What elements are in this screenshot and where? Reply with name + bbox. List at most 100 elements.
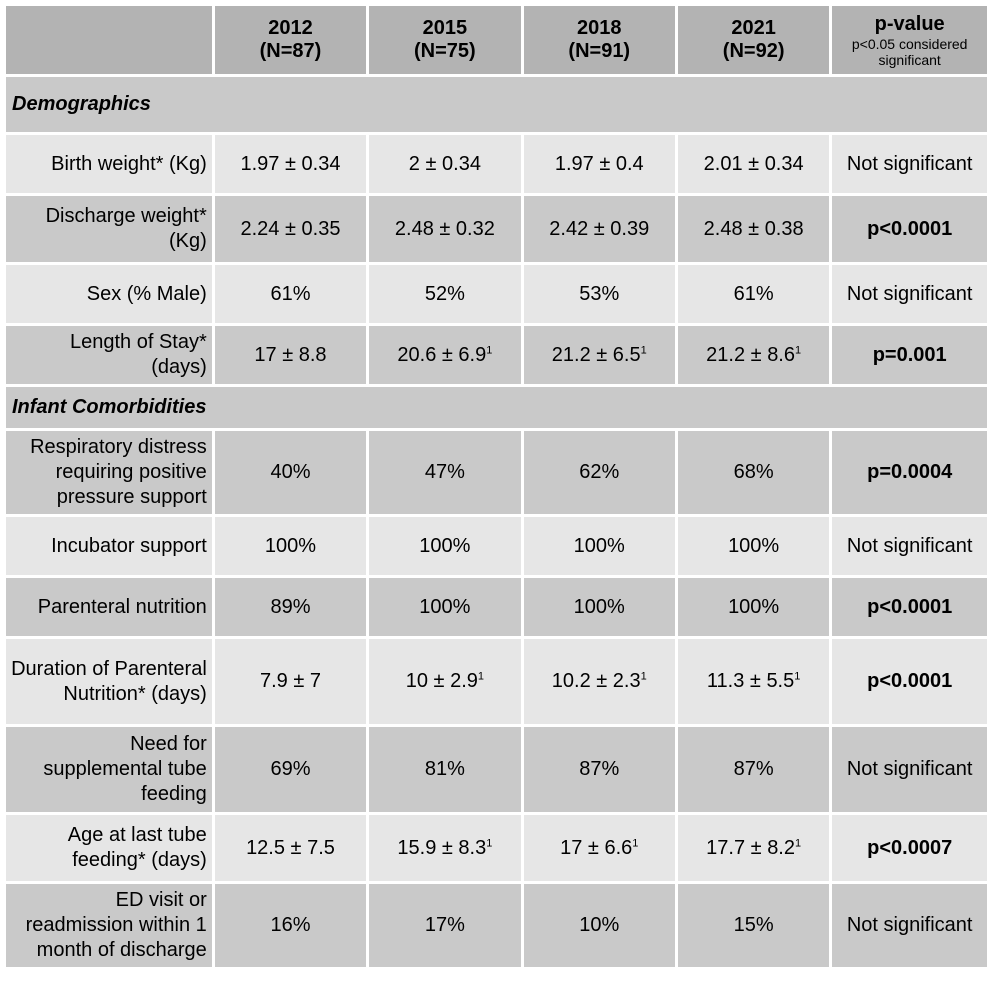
value-cell: 61% xyxy=(677,265,830,323)
header-2021: 2021 (N=92) xyxy=(677,6,830,74)
value-cell: 16% xyxy=(214,884,367,967)
value-text: 12.5 ± 7.5 xyxy=(246,836,335,859)
table-row: Parenteral nutrition 89% 100% 100% 100% p<0.0… xyxy=(6,578,987,636)
value-cell: 10% xyxy=(523,884,675,967)
footnote-marker: 1 xyxy=(632,836,639,849)
value-cell: 1.97 ± 0.34 xyxy=(214,135,367,193)
value-text: 100% xyxy=(419,595,471,618)
value-cell: 17% xyxy=(369,884,521,967)
table-row: Duration of Parenteral Nutrition* (days)… xyxy=(6,639,987,724)
header-empty-cell xyxy=(6,6,212,74)
section-comorbidities: Infant Comorbidities xyxy=(6,387,987,428)
footnote-marker: 1 xyxy=(640,670,647,683)
value-text: 15% xyxy=(733,914,774,936)
value-text: 10% xyxy=(579,914,620,936)
value-text: 100% xyxy=(728,595,780,618)
table-row: Sex (% Male) 61% 52% 53% 61% Not significant xyxy=(6,265,987,323)
value-cell: 40% xyxy=(214,431,367,514)
value-cell: 2.24 ± 0.35 xyxy=(214,196,367,262)
table-row: Incubator support 100% 100% 100% 100% Not sig… xyxy=(6,517,987,575)
pvalue-cell: Not significant xyxy=(832,265,987,323)
value-cell: 12.5 ± 7.5 xyxy=(214,815,367,881)
value-cell: 87% xyxy=(523,727,675,812)
value-text: 40% xyxy=(270,461,311,483)
footnote-marker: 1 xyxy=(486,836,493,849)
value-cell: 62% xyxy=(523,431,675,514)
row-label: Duration of Parenteral Nutrition* (days) xyxy=(6,639,212,724)
header-2012: 2012 (N=87) xyxy=(214,6,367,74)
row-label: ED visit or readmission within 1 month o… xyxy=(6,884,212,967)
row-label: Parenteral nutrition xyxy=(6,578,212,636)
row-label: Discharge weight* (Kg) xyxy=(6,196,212,262)
value-cell: 15% xyxy=(677,884,830,967)
value-cell: 20.6 ± 6.91 xyxy=(369,326,521,384)
value-cell: 81% xyxy=(369,727,521,812)
row-label: Age at last tube feeding* (days) xyxy=(6,815,212,881)
header-pvalue: p-value p<0.05 considered significant xyxy=(832,6,987,74)
value-cell: 100% xyxy=(523,517,675,575)
row-label: Sex (% Male) xyxy=(6,265,212,323)
value-cell: 89% xyxy=(214,578,367,636)
value-text: 81% xyxy=(424,758,465,780)
pvalue-cell: Not significant xyxy=(832,517,987,575)
value-text: 17.7 ± 8.2 xyxy=(706,836,795,859)
footnote-marker: 1 xyxy=(794,670,801,683)
value-cell: 100% xyxy=(523,578,675,636)
value-cell: 100% xyxy=(677,517,830,575)
value-text: 61% xyxy=(270,282,311,305)
table-row: Length of Stay* (days) 17 ± 8.8 20.6 ± 6.9… xyxy=(6,326,987,384)
header-2015: 2015 (N=75) xyxy=(369,6,521,74)
pvalue-cell: Not significant xyxy=(832,727,987,812)
value-text: 17 ± 8.8 xyxy=(254,343,327,366)
footnote-marker: 1 xyxy=(640,343,647,356)
value-text: 2 ± 0.34 xyxy=(408,152,481,175)
value-cell: 7.9 ± 7 xyxy=(214,639,367,724)
value-cell: 2.48 ± 0.38 xyxy=(677,196,830,262)
value-text: 2.48 ± 0.32 xyxy=(394,217,495,240)
row-label: Incubator support xyxy=(6,517,212,575)
pvalue-cell: p<0.0007 xyxy=(832,815,987,881)
value-text: 87% xyxy=(733,758,774,780)
value-cell: 100% xyxy=(369,517,521,575)
value-text: 1.97 ± 0.34 xyxy=(240,152,341,175)
value-text: 61% xyxy=(733,282,774,305)
pvalue-cell: p=0.0004 xyxy=(832,431,987,514)
value-text: 62% xyxy=(579,461,620,483)
value-text: 53% xyxy=(579,282,620,305)
value-text: 2.01 ± 0.34 xyxy=(703,152,804,175)
value-cell: 87% xyxy=(677,727,830,812)
value-text: 11.3 ± 5.5 xyxy=(706,670,795,692)
table-row: Age at last tube feeding* (days) 12.5 ± 7… xyxy=(6,815,987,881)
value-cell: 100% xyxy=(677,578,830,636)
table-row: Discharge weight* (Kg) 2.24 ± 0.35 2.48 ± … xyxy=(6,196,987,262)
value-text: 2.48 ± 0.38 xyxy=(703,217,804,240)
row-label: Birth weight* (Kg) xyxy=(6,135,212,193)
table-row: ED visit or readmission within 1 month o… xyxy=(6,884,987,967)
value-cell: 10 ± 2.91 xyxy=(369,639,521,724)
footnote-marker: 1 xyxy=(795,343,802,356)
value-cell: 52% xyxy=(369,265,521,323)
value-text: 2.24 ± 0.35 xyxy=(240,217,341,240)
value-cell: 17.7 ± 8.21 xyxy=(677,815,830,881)
value-cell: 10.2 ± 2.31 xyxy=(523,639,675,724)
value-text: 21.2 ± 8.6 xyxy=(706,343,795,366)
value-cell: 2 ± 0.34 xyxy=(369,135,521,193)
value-cell: 47% xyxy=(369,431,521,514)
header-2018: 2018 (N=91) xyxy=(523,6,675,74)
value-text: 17% xyxy=(424,914,465,936)
value-text: 21.2 ± 6.5 xyxy=(551,343,641,366)
value-cell: 17 ± 6.61 xyxy=(523,815,675,881)
pvalue-cell: p<0.0001 xyxy=(832,196,987,262)
footnote-marker: 1 xyxy=(477,670,484,683)
value-text: 100% xyxy=(264,534,317,557)
value-text: 47% xyxy=(424,461,465,483)
value-text: 100% xyxy=(419,534,471,557)
pvalue-cell: Not significant xyxy=(832,135,987,193)
value-text: 1.97 ± 0.4 xyxy=(554,152,644,175)
comparison-table: 2012 (N=87) 2015 (N=75) 2018 (N=91) 2021 (N=… xyxy=(3,3,990,970)
pvalue-cell: p=0.001 xyxy=(832,326,987,384)
table-row: Need for supplemental tube feeding 69% 81%… xyxy=(6,727,987,812)
value-text: 20.6 ± 6.9 xyxy=(397,343,487,366)
table-row: Respiratory distress requiring positive … xyxy=(6,431,987,514)
section-demographics: Demographics xyxy=(6,77,987,132)
